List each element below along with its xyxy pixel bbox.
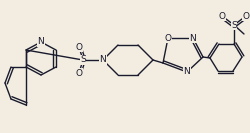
Text: O: O [218,11,224,20]
Text: N: N [38,38,44,47]
Text: O: O [164,34,171,43]
Text: N: N [189,34,196,43]
Text: O: O [75,43,82,51]
Text: O: O [75,68,82,78]
Text: S: S [230,20,236,30]
Text: O: O [242,11,248,20]
Text: N: N [99,55,106,65]
Text: N: N [183,68,190,76]
Text: S: S [80,55,86,65]
